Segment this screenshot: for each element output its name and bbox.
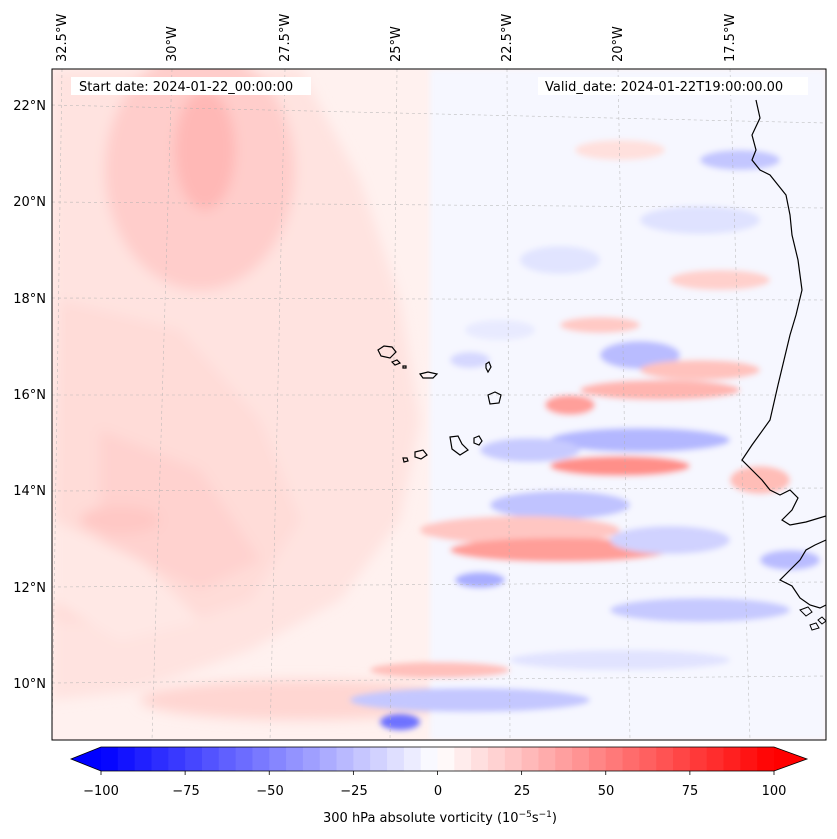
lat-label: 20°N xyxy=(13,195,46,210)
colorbar-segment xyxy=(656,747,674,771)
lon-label: 32.5°W xyxy=(55,14,70,62)
colorbar-segment xyxy=(218,747,237,771)
colorbar-segment xyxy=(235,747,254,771)
colorbar-tick-label: −25 xyxy=(340,784,367,799)
colorbar-segment xyxy=(168,747,186,771)
colorbar-segment xyxy=(286,747,304,771)
lat-label: 18°N xyxy=(13,292,46,307)
valid-date-box xyxy=(538,77,808,95)
colorbar-segment xyxy=(370,747,388,771)
longitude-labels: 32.5°W 30°W 27.5°W 25°W 22.5°W 20°W 17.5… xyxy=(55,14,738,62)
colorbar-segment xyxy=(201,747,220,771)
colorbar-segment xyxy=(420,747,439,771)
cape-verde-islands xyxy=(377,345,502,463)
colorbar-segment xyxy=(454,747,472,771)
colorbar-segment xyxy=(487,747,506,771)
colorbar-segment xyxy=(387,747,405,771)
colorbar-tick-label: 0 xyxy=(434,784,442,799)
bijagos-islands xyxy=(799,606,826,631)
colorbar-segment xyxy=(134,747,153,771)
lat-label: 16°N xyxy=(13,388,46,403)
colorbar-segment xyxy=(689,747,708,771)
lat-label: 14°N xyxy=(13,484,46,499)
lon-label: 27.5°W xyxy=(278,14,293,62)
vorticity-field-east xyxy=(350,69,826,740)
colorbar-segment xyxy=(504,747,523,771)
lat-label: 12°N xyxy=(13,581,46,596)
colorbar-extend-min xyxy=(71,747,101,771)
lon-label: 30°W xyxy=(165,26,180,62)
colorbar-segment xyxy=(555,747,573,771)
colorbar xyxy=(69,746,809,775)
colorbar-segment xyxy=(252,747,270,771)
colorbar-extend-max xyxy=(774,747,807,771)
colorbar-segment xyxy=(353,747,371,771)
colorbar-tick-label: −75 xyxy=(172,784,199,799)
colorbar-segment xyxy=(471,747,489,771)
colorbar-segment xyxy=(336,747,354,771)
colorbar-segment xyxy=(403,747,422,771)
colorbar-segment xyxy=(639,747,657,771)
colorbar-segment xyxy=(723,747,741,771)
colorbar-segment xyxy=(706,747,725,771)
colorbar-segment xyxy=(673,747,691,771)
colorbar-ticks: −100 −75 −50 −25 0 25 50 75 100 xyxy=(83,784,786,799)
colorbar-tick-label: 100 xyxy=(762,784,787,799)
vorticity-field-west xyxy=(52,69,460,720)
colorbar-segment xyxy=(757,747,775,771)
colorbar-tick-label: −50 xyxy=(256,784,283,799)
lat-label: 22°N xyxy=(13,99,46,114)
colorbar-segment xyxy=(302,747,321,771)
colorbar-segment xyxy=(605,747,624,771)
colorbar-segment xyxy=(572,747,590,771)
colorbar-segment xyxy=(151,747,169,771)
lon-label: 22.5°W xyxy=(500,14,515,62)
colorbar-tick-label: 25 xyxy=(514,784,531,799)
colorbar-segment xyxy=(101,747,119,771)
colorbar-segment xyxy=(437,747,455,771)
colorbar-segment xyxy=(622,747,640,771)
valid-date-label: Valid_date: 2024-01-22T19:00:00.00 xyxy=(545,80,783,95)
start-date-box xyxy=(71,77,311,95)
colorbar-segment xyxy=(185,747,203,771)
colorbar-tick-label: 75 xyxy=(682,784,699,799)
lon-label: 25°W xyxy=(389,26,404,62)
lat-label: 10°N xyxy=(13,677,46,692)
map-panel xyxy=(52,69,826,740)
map-frame xyxy=(51,68,827,741)
colorbar-tick-label: 50 xyxy=(598,784,615,799)
guinea-coastline xyxy=(778,539,826,609)
lon-label: 20°W xyxy=(611,26,626,62)
africa-coastline xyxy=(741,99,826,526)
colorbar-segment xyxy=(269,747,287,771)
start-date-label: Start date: 2024-01-22_00:00:00 xyxy=(79,80,293,95)
colorbar-segment xyxy=(521,747,540,771)
colorbar-segment xyxy=(740,747,758,771)
colorbar-segment xyxy=(538,747,556,771)
colorbar-segment xyxy=(117,747,136,771)
graticule xyxy=(52,69,826,740)
colorbar-segment xyxy=(319,747,338,771)
colorbar-tick-label: −100 xyxy=(83,784,119,799)
colorbar-label: 300 hPa absolute vorticity (10−5s−1) xyxy=(323,810,557,826)
latitude-labels: 22°N 20°N 18°N 16°N 14°N 12°N 10°N xyxy=(13,99,46,692)
lon-label: 17.5°W xyxy=(723,14,738,62)
colorbar-segment xyxy=(588,747,607,771)
